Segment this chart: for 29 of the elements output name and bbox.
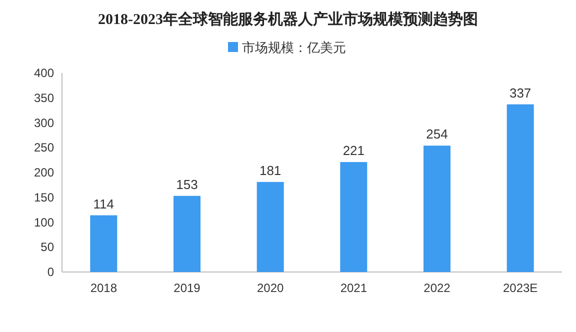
bar xyxy=(174,196,200,272)
bar xyxy=(256,182,284,272)
bar xyxy=(424,146,450,272)
bar xyxy=(340,162,368,272)
y-tick-label: 150 xyxy=(34,190,54,204)
y-tick-label: 50 xyxy=(40,240,54,254)
x-tick-label: 2023E xyxy=(502,281,538,295)
data-label: 114 xyxy=(93,196,114,212)
y-tick-label: 400 xyxy=(34,66,54,80)
chart-title: 2018-2023年全球智能服务机器人产业市场规模预测趋势图 xyxy=(98,10,478,28)
bar xyxy=(90,215,118,272)
data-label: 221 xyxy=(342,143,365,158)
x-tick-label: 2019 xyxy=(174,281,201,295)
data-label: 153 xyxy=(176,176,198,192)
bar xyxy=(506,104,534,272)
x-tick-label: 2021 xyxy=(340,281,368,295)
y-tick-label: 350 xyxy=(34,90,54,105)
data-label: 181 xyxy=(259,162,282,178)
x-tick-label: 2018 xyxy=(90,281,118,295)
data-label: 254 xyxy=(426,126,448,142)
y-tick-label: 300 xyxy=(34,116,54,130)
legend-label: 市场规模：亿美元 xyxy=(242,40,346,55)
x-tick-label: 2022 xyxy=(424,281,451,295)
x-tick-label: 2020 xyxy=(256,281,284,295)
y-tick-label: 100 xyxy=(34,215,54,230)
y-tick-label: 200 xyxy=(34,166,54,180)
data-label: 337 xyxy=(509,85,532,100)
y-tick-label: 250 xyxy=(34,140,54,155)
y-tick-label: 0 xyxy=(47,265,54,279)
